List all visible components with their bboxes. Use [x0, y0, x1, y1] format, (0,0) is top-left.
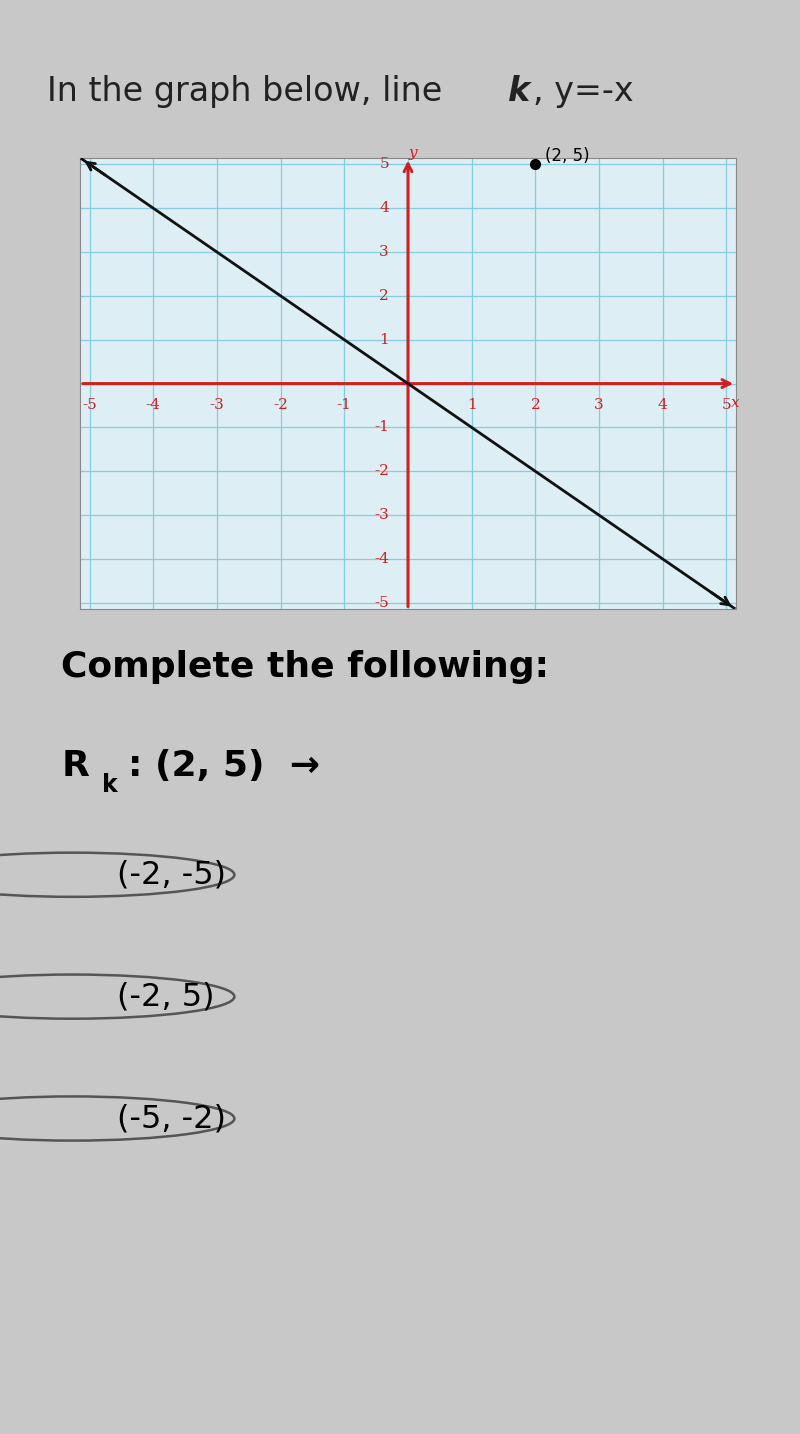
Text: -5: -5	[374, 597, 389, 609]
Text: 3: 3	[594, 397, 604, 412]
Text: -1: -1	[337, 397, 352, 412]
Text: 2: 2	[530, 397, 540, 412]
Text: 4: 4	[379, 201, 389, 215]
Text: -4: -4	[146, 397, 161, 412]
Text: -1: -1	[374, 420, 389, 435]
Text: (-2, -5): (-2, -5)	[117, 859, 226, 891]
Text: R: R	[62, 749, 90, 783]
Text: x: x	[731, 396, 740, 410]
Text: (-2, 5): (-2, 5)	[117, 981, 214, 1012]
Text: 1: 1	[467, 397, 477, 412]
Text: 3: 3	[379, 245, 389, 260]
Text: 5: 5	[379, 158, 389, 171]
Text: 2: 2	[379, 288, 389, 303]
Text: (2, 5): (2, 5)	[545, 146, 590, 165]
Text: k: k	[102, 773, 118, 797]
Text: k: k	[508, 75, 530, 108]
Text: 1: 1	[379, 333, 389, 347]
Text: -3: -3	[374, 508, 389, 522]
Text: -2: -2	[374, 465, 389, 479]
Text: : (2, 5)  →: : (2, 5) →	[128, 749, 320, 783]
Text: , y=-x: , y=-x	[534, 75, 634, 108]
Text: -5: -5	[82, 397, 97, 412]
Text: 5: 5	[722, 397, 731, 412]
Text: -4: -4	[374, 552, 389, 566]
Text: (-5, -2): (-5, -2)	[117, 1103, 226, 1134]
Text: In the graph below, line: In the graph below, line	[47, 75, 454, 108]
Text: y: y	[409, 146, 418, 161]
Text: Complete the following:: Complete the following:	[62, 650, 550, 684]
Text: 4: 4	[658, 397, 668, 412]
Text: -3: -3	[210, 397, 224, 412]
Text: -2: -2	[273, 397, 288, 412]
